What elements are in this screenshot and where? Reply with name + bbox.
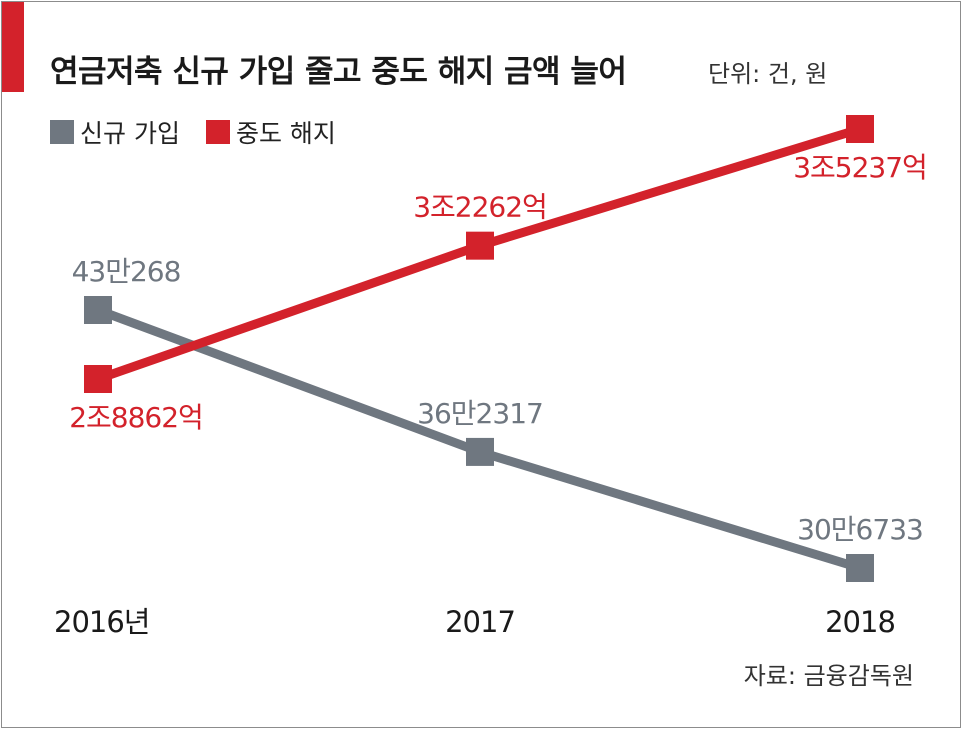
legend-swatch-new-subscription: [50, 120, 74, 144]
data-label-new-subscription-0: 43만268: [72, 255, 181, 288]
data-point-early-termination-2: [846, 115, 874, 143]
data-point-new-subscription-1: [466, 437, 494, 466]
legend-label-early-termination: 중도 해지: [235, 119, 336, 148]
data-label-new-subscription-1: 36만2317: [417, 397, 543, 430]
legend-label-new-subscription: 신규 가입: [80, 119, 180, 148]
data-point-new-subscription-2: [846, 554, 874, 582]
x-tick-label-1: 2017: [445, 605, 515, 639]
data-label-early-termination-0: 2조8862억: [69, 401, 203, 434]
data-label-early-termination-2: 3조5237억: [793, 151, 927, 184]
x-tick-label-0: 2016년: [54, 605, 149, 639]
data-label-new-subscription-2: 30만6733: [797, 513, 923, 546]
data-point-early-termination-0: [84, 365, 112, 393]
legend-item-new-subscription: 신규 가입: [50, 114, 180, 150]
legend: 신규 가입 중도 해지: [50, 114, 362, 150]
legend-swatch-early-termination: [205, 120, 230, 144]
legend-item-early-termination: 중도 해지: [205, 114, 336, 150]
x-tick-label-2: 2018: [825, 605, 895, 639]
source-note: 자료: 금융감독원: [743, 662, 914, 690]
accent-bar: [2, 2, 24, 92]
data-point-new-subscription-0: [84, 296, 112, 324]
data-point-early-termination-1: [466, 231, 494, 260]
data-label-early-termination-1: 3조2262억: [413, 191, 547, 224]
chart-title: 연금저축 신규 가입 줄고 중도 해지 금액 늘어: [50, 54, 627, 90]
unit-label: 단위: 건, 원: [708, 60, 828, 88]
